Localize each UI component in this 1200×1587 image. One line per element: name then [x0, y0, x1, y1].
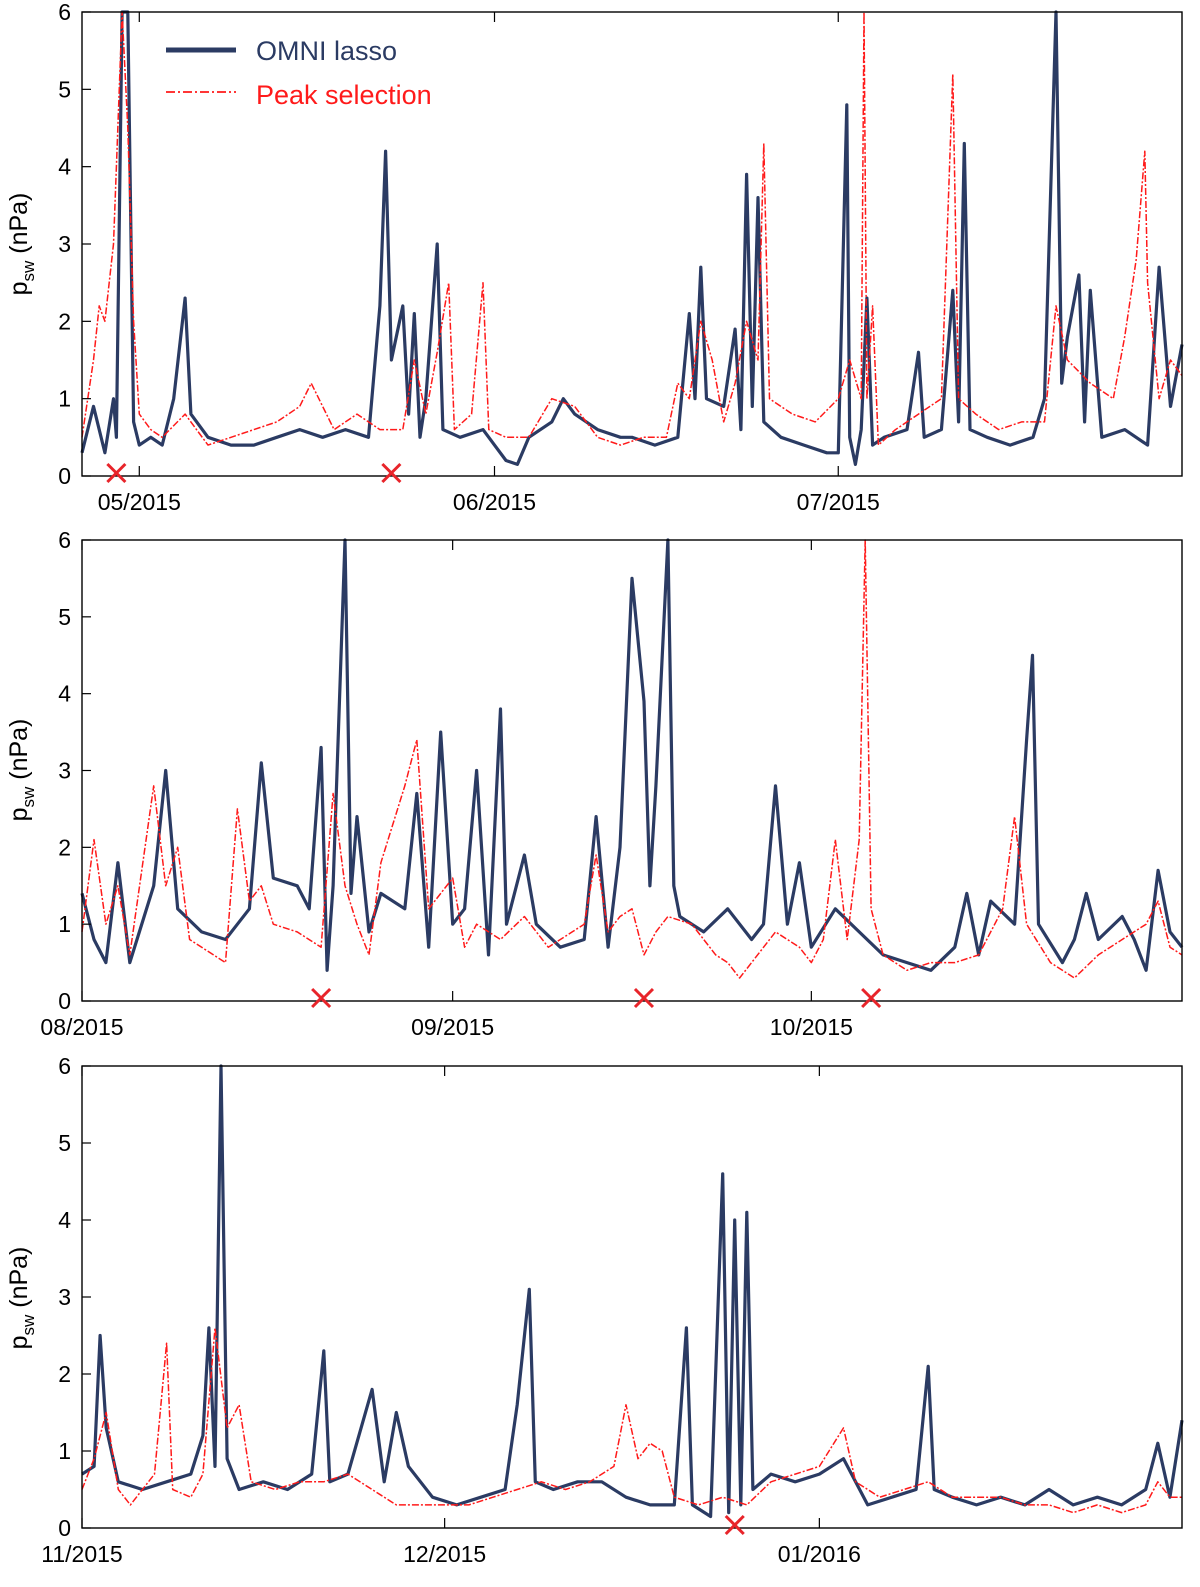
y-tick-label: 0 [58, 463, 71, 489]
y-tick-label: 2 [58, 308, 71, 334]
event-marker [724, 1514, 745, 1536]
y-tick-label: 1 [58, 386, 71, 412]
panel-1-axes: 0 1 2 3 4 5 6 05/2015 06/2015 07/2015 [58, 0, 880, 515]
panel-3-frame [81, 1065, 1183, 1529]
panel-3-axes: 0 1 2 3 4 5 6 11/2015 12/2015 01/2016 [41, 1053, 861, 1567]
y-tick-label: 4 [58, 1207, 71, 1233]
panel-2-series [80, 538, 1184, 979]
x-tick-label: 11/2015 [41, 1541, 122, 1567]
event-marker [861, 987, 882, 1009]
y-tick-label: 4 [58, 681, 71, 707]
x-tick-label: 07/2015 [797, 489, 880, 515]
legend-omni-label: OMNI lasso [256, 36, 397, 66]
event-marker [381, 462, 402, 484]
event-marker [633, 987, 655, 1009]
panel-1-series-omni-lasso [80, 10, 1184, 466]
y-tick-label: 4 [58, 154, 71, 180]
y-tick-label: 6 [58, 527, 71, 553]
panel-2-markers [311, 987, 882, 1009]
y-tick-label: 6 [58, 0, 71, 25]
y-tick-label: 6 [58, 1053, 71, 1079]
y-tick-label: 3 [58, 231, 71, 257]
panel-3-markers [724, 1514, 745, 1536]
y-tick-label: 0 [58, 1515, 71, 1541]
y-tick-label: 3 [58, 758, 71, 784]
y-tick-label: 5 [58, 604, 71, 630]
panel-3-series-peak-selection [81, 1327, 1182, 1514]
y-tick-label: 0 [58, 988, 71, 1014]
y-tick-label: 2 [58, 834, 71, 860]
panel-2: psw (nPa) 0 1 2 3 4 5 6 08/2015 09/2015 10/2015 [5, 527, 1184, 1040]
x-tick-label: 10/2015 [770, 1014, 853, 1040]
panel-2-ylabel: psw (nPa) [5, 719, 38, 822]
panel-3-series [81, 1064, 1184, 1519]
panel-3-ylabel: psw (nPa) [5, 1247, 38, 1350]
y-tick-label: 1 [58, 1438, 71, 1464]
legend-peak-label: Peak selection [256, 80, 432, 110]
x-tick-label: 05/2015 [98, 489, 181, 515]
event-marker [106, 462, 127, 484]
x-tick-label: 08/2015 [40, 1014, 123, 1040]
panel-3-series-omni-lasso [81, 1064, 1184, 1519]
legend: OMNI lasso Peak selection [166, 36, 432, 110]
x-tick-label: 09/2015 [411, 1014, 494, 1040]
y-tick-label: 5 [58, 76, 71, 102]
x-tick-label: 01/2016 [778, 1541, 861, 1567]
panel-1-series [80, 10, 1184, 466]
y-tick-label: 1 [58, 911, 71, 937]
y-tick-label: 3 [58, 1284, 71, 1310]
panel-2-axes: 0 1 2 3 4 5 6 08/2015 09/2015 10/2015 [40, 527, 852, 1040]
panel-2-series-omni-lasso [80, 538, 1184, 972]
panel-1: psw (nPa) 0 1 2 3 4 5 6 05/2015 06/2015 07/2015 O… [5, 0, 1184, 515]
panel-2-series-peak-selection [81, 539, 1183, 979]
panel-1-series-peak-selection [81, 11, 1183, 446]
panel-1-markers [106, 462, 402, 484]
x-tick-label: 06/2015 [453, 489, 536, 515]
y-tick-label: 5 [58, 1130, 71, 1156]
panel-1-frame [81, 11, 1183, 477]
panel-1-ylabel: psw (nPa) [5, 193, 38, 296]
y-tick-label: 2 [58, 1361, 71, 1387]
panel-3: psw (nPa) 0 1 2 3 4 5 6 11/2015 12/2015 01/2016 [5, 1053, 1184, 1567]
x-tick-label: 12/2015 [403, 1541, 486, 1567]
event-marker [311, 987, 332, 1009]
